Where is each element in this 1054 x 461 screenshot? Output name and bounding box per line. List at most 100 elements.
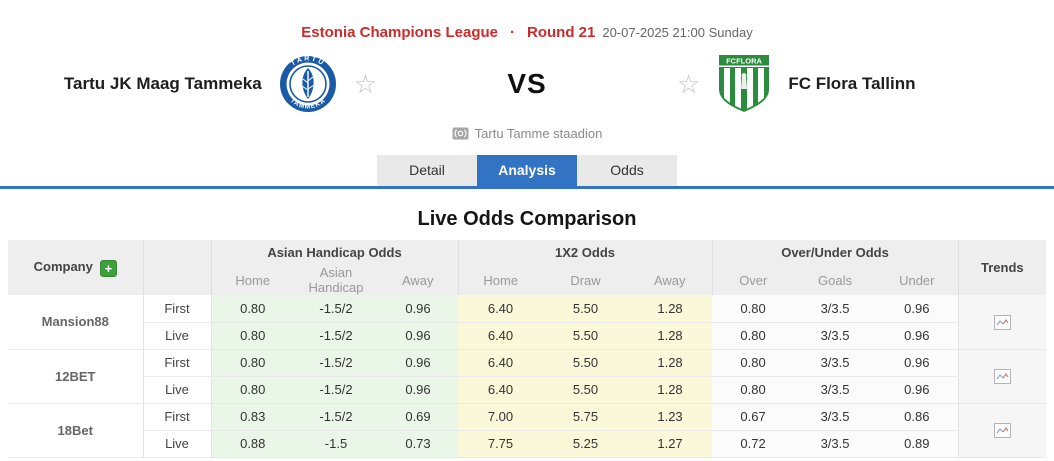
ou-odd-value: 3/3.5	[794, 376, 877, 404]
x12-odd-value: 1.28	[628, 322, 713, 350]
x12-odd-value: 6.40	[458, 376, 543, 404]
ou-odd-value: 0.96	[876, 322, 959, 350]
ou-odd-value: 3/3.5	[794, 403, 877, 431]
ah-odd-value: -1.5/2	[294, 349, 378, 377]
odds-table-header: Company + Asian Handicap Odds 1X2 Odds Ov…	[8, 240, 1047, 295]
venue-name: Tartu Tamme staadion	[474, 126, 603, 141]
line-type-label: First	[143, 403, 212, 431]
match-datetime: 20-07-2025 21:00 Sunday	[602, 25, 753, 40]
x12-odd-value: 6.40	[458, 349, 543, 377]
home-team-name: Tartu JK Maag Tammeka	[63, 74, 262, 93]
ou-under-header: Under	[876, 265, 959, 295]
odds-row: Live 0.80 -1.5/2 0.96 6.40 5.50 1.28 0.80 3/3.5 0…	[8, 376, 1046, 404]
ah-odd-value: 0.80	[211, 322, 294, 350]
x12-odd-value: 1.28	[628, 349, 713, 377]
line-type-label: Live	[143, 376, 212, 404]
x12-draw-header: Draw	[543, 265, 628, 295]
x12-odd-value: 6.40	[458, 322, 543, 350]
x12-odd-value: 1.27	[628, 430, 713, 458]
favorite-star-icon-away[interactable]: ☆	[677, 69, 701, 99]
ah-odd-value: -1.5/2	[294, 376, 378, 404]
odds-row: 18Bet First 0.83 -1.5/2 0.69 7.00 5.75 1.23 0.67…	[8, 403, 1047, 458]
x12-odd-value: 6.40	[458, 295, 543, 323]
ah-away-header: Away	[378, 265, 458, 295]
ou-odd-value: 3/3.5	[794, 322, 877, 350]
ah-handicap-header: Asian Handicap	[294, 265, 378, 295]
ou-goals-header: Goals	[794, 265, 877, 295]
company-name[interactable]: 18Bet	[8, 403, 144, 458]
company-name[interactable]: 12BET	[8, 349, 144, 404]
line-type-label: First	[143, 295, 212, 323]
ah-odd-value: 0.96	[378, 376, 458, 404]
x12-away-header: Away	[628, 265, 713, 295]
ou-over-header: Over	[711, 265, 795, 295]
stadium-icon	[452, 127, 469, 140]
match-header: Tartu JK Maag Tammeka TARTU TAMMEKA ☆ VS…	[0, 51, 1054, 117]
x12-odd-value: 7.75	[458, 430, 543, 458]
line-type-header	[142, 240, 211, 295]
x12-odd-value: 1.23	[628, 403, 713, 431]
away-team-name: FC Flora Tallinn	[788, 74, 916, 93]
home-team-logo: TARTU TAMMEKA	[279, 55, 336, 112]
separator-dot: ·	[510, 24, 515, 41]
company-header: Company +	[8, 240, 143, 295]
trends-chart-button[interactable]	[957, 349, 1047, 404]
x12-group-header: 1X2 Odds	[457, 240, 713, 265]
ah-odd-value: -1.5/2	[294, 322, 378, 350]
trends-chart-button[interactable]	[957, 295, 1047, 350]
x12-odd-value: 5.25	[543, 430, 628, 458]
ah-odd-value: 0.83	[211, 403, 294, 431]
ou-odd-value: 0.80	[712, 349, 795, 377]
trend-chart-icon	[993, 369, 1011, 385]
ou-odd-value: 0.80	[712, 322, 795, 350]
x12-odd-value: 5.50	[543, 349, 628, 377]
x12-home-header: Home	[457, 265, 543, 295]
company-header-label: Company	[33, 258, 93, 274]
x12-odd-value: 7.00	[458, 403, 543, 431]
ah-odd-value: 0.80	[211, 295, 294, 323]
ah-odd-value: -1.5	[294, 430, 378, 458]
add-company-button[interactable]: +	[99, 259, 117, 277]
ou-odd-value: 0.89	[876, 430, 959, 458]
trends-chart-button[interactable]	[957, 403, 1047, 458]
odds-table-body: Mansion88 First 0.80 -1.5/2 0.96 6.40 5.50 1.28…	[8, 295, 1047, 458]
league-name: Estonia Champions League	[301, 24, 498, 41]
ou-odd-value: 3/3.5	[794, 430, 877, 458]
trend-chart-icon	[993, 423, 1011, 439]
round-label: Round 21	[527, 24, 596, 41]
away-team-block: ☆ FCFLORA FC Flora Tallinn	[677, 53, 1054, 115]
x12-odd-value: 5.50	[543, 295, 628, 323]
ou-odd-value: 0.96	[876, 295, 959, 323]
line-type-label: Live	[143, 430, 212, 458]
asian-handicap-group-header: Asian Handicap Odds	[210, 240, 458, 265]
favorite-star-icon-home[interactable]: ☆	[353, 69, 377, 99]
away-logo-text: FCFLORA	[726, 57, 762, 66]
tab-analysis[interactable]: Analysis	[477, 155, 577, 186]
ah-odd-value: 0.96	[378, 322, 458, 350]
tab-odds[interactable]: Odds	[577, 155, 677, 186]
line-type-label: First	[143, 349, 212, 377]
company-name[interactable]: Mansion88	[8, 295, 144, 350]
tab-bar: Detail Analysis Odds	[0, 155, 1054, 189]
trends-header: Trends	[957, 240, 1047, 295]
odds-row: Mansion88 First 0.80 -1.5/2 0.96 6.40 5.50 1.28…	[8, 295, 1047, 350]
over-under-group-header: Over/Under Odds	[711, 240, 959, 265]
ou-odd-value: 0.96	[876, 349, 959, 377]
odds-row: Live 0.88 -1.5 0.73 7.75 5.25 1.27 0.72 3/3.5 0.8…	[8, 430, 1046, 458]
ah-odd-value: 0.73	[378, 430, 458, 458]
ah-odd-value: -1.5/2	[294, 295, 378, 323]
ou-odd-value: 3/3.5	[794, 349, 877, 377]
ah-odd-value: 0.80	[211, 376, 294, 404]
ah-odd-value: 0.96	[378, 349, 458, 377]
x12-odd-value: 5.75	[543, 403, 628, 431]
tab-underline	[0, 186, 1054, 189]
page-title: Live Odds Comparison	[417, 208, 637, 230]
x12-odd-value: 5.50	[543, 322, 628, 350]
ah-odd-value: 0.88	[211, 430, 294, 458]
ah-home-header: Home	[210, 265, 294, 295]
ou-odd-value: 0.72	[712, 430, 795, 458]
tab-detail[interactable]: Detail	[377, 155, 477, 186]
ah-odd-value: 0.69	[378, 403, 458, 431]
odds-table: Company + Asian Handicap Odds 1X2 Odds Ov…	[8, 240, 1047, 458]
x12-odd-value: 5.50	[543, 376, 628, 404]
